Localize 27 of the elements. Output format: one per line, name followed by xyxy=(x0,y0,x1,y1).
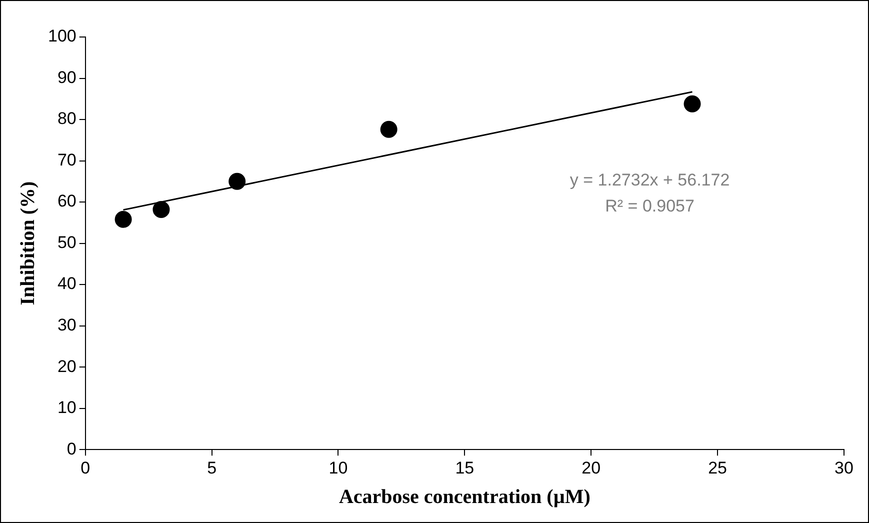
y-tick-label: 40 xyxy=(57,274,76,294)
y-axis-title: Inhibition (%) xyxy=(17,181,40,306)
x-tick-label: 10 xyxy=(328,458,348,478)
y-tick-label: 30 xyxy=(57,316,76,335)
y-tick-label: 90 xyxy=(57,68,76,87)
y-tick-label: 80 xyxy=(57,109,76,128)
y-tick-label: 70 xyxy=(57,150,76,170)
x-tick-label: 15 xyxy=(455,458,474,478)
x-tick-label: 5 xyxy=(207,458,217,478)
y-tick-label: 10 xyxy=(57,398,76,418)
y-tick-label: 20 xyxy=(57,356,76,376)
x-tick-label: 30 xyxy=(834,458,854,478)
point xyxy=(152,200,170,218)
x-axis-title: Acarbose concentration (µM) xyxy=(338,486,590,508)
y-tick-label: 60 xyxy=(57,192,76,211)
annotation: R² = 0.9057 xyxy=(605,196,694,216)
point xyxy=(684,95,701,112)
point xyxy=(380,120,398,138)
point xyxy=(228,172,246,190)
x-tick-label: 0 xyxy=(80,458,90,478)
point xyxy=(114,210,132,228)
y-tick-label: 100 xyxy=(48,26,76,46)
x-tick-label: 20 xyxy=(582,458,601,478)
annotation: y = 1.2732x + 56.172 xyxy=(570,170,730,190)
x-tick-label: 25 xyxy=(708,458,728,478)
y-tick-label: 0 xyxy=(66,439,76,458)
y-tick-label: 50 xyxy=(57,232,76,252)
